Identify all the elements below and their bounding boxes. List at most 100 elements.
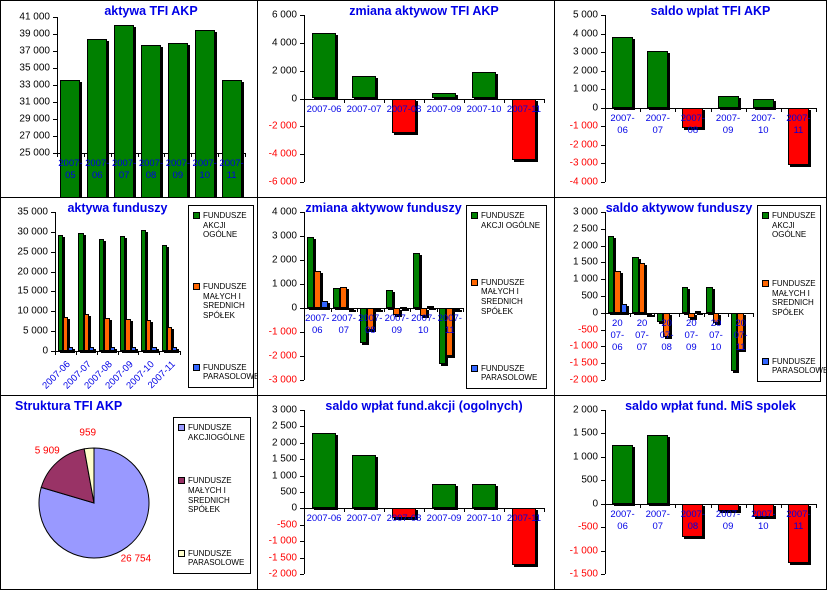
y-axis-tick — [601, 228, 605, 230]
x-axis-tick — [640, 107, 642, 112]
bar-series2-2007-09 — [694, 310, 701, 313]
y-axis-tick — [51, 331, 55, 333]
y-axis-tick — [300, 557, 304, 559]
y-axis-tick-label: 1 500 — [572, 256, 598, 268]
y-axis-tick-label: 15 000 — [17, 285, 48, 297]
y-axis-line — [304, 212, 305, 380]
y-axis-tick-label: 1 000 — [572, 273, 598, 285]
bar-series1-2007-09 — [688, 312, 695, 319]
legend-item: FUNDUSZE AKCJI OGÓLNE — [193, 211, 251, 240]
x-category-label: 20 07- 10 — [709, 317, 723, 353]
legend-label: FUNDUSZE PARASOLOWE — [481, 363, 538, 383]
x-axis-tick — [780, 503, 782, 508]
chart-title: saldo wpłat fund. MiS spolek — [625, 399, 796, 413]
y-axis-tick-label: 4 000 — [572, 28, 598, 40]
x-axis-tick — [544, 508, 545, 513]
y-axis-tick — [53, 119, 57, 120]
x-category-label: 2007- 07 — [645, 508, 670, 532]
chart-title: aktywa TFI AKP — [104, 4, 198, 18]
y-axis-tick — [601, 312, 605, 314]
bar-2007-08 — [392, 98, 416, 134]
bar-series0-2007-11 — [161, 244, 167, 351]
y-axis-tick — [51, 311, 55, 313]
bar-2007-06 — [312, 33, 336, 99]
x-axis-tick — [464, 98, 465, 103]
x-axis-tick — [675, 107, 677, 112]
y-axis-tick — [53, 17, 57, 18]
pie-slice-1 — [40, 448, 95, 504]
bar-series1-2007-10 — [712, 312, 720, 323]
chart-panel-saldo-aktywow-funduszy: saldo aktywow funduszy 3 000 2 500 2 000 1 … — [555, 198, 826, 396]
bar-2007-08 — [682, 107, 704, 129]
y-axis-tick-label: -3 000 — [569, 157, 598, 169]
x-axis-tick — [675, 503, 677, 508]
bar-series2-2007-11 — [172, 347, 178, 351]
x-category-label: 2007- 06 — [610, 508, 635, 532]
bar-series1-2007-08 — [104, 318, 110, 351]
x-axis-tick — [504, 98, 505, 103]
x-axis-tick — [640, 503, 642, 508]
y-axis-tick — [300, 574, 304, 575]
x-category-label: 2007- 09 — [165, 158, 190, 181]
legend-item: FUNDUSZE PARASOLOWE — [193, 363, 257, 382]
y-axis-tick-label: 27 000 — [19, 130, 50, 142]
legend-swatch-icon — [193, 212, 200, 219]
x-axis-tick — [75, 351, 77, 355]
y-axis-tick-label: 4 000 — [271, 37, 297, 49]
bar-series2-2007-07 — [645, 312, 652, 315]
y-axis-tick-label: -2 000 — [569, 139, 598, 151]
x-category-label: 2007-08 — [386, 513, 422, 525]
x-axis-tick — [629, 312, 631, 317]
x-axis-tick — [654, 312, 656, 317]
y-axis-tick-label: -1 500 — [569, 357, 598, 369]
x-axis-tick — [816, 107, 817, 112]
x-axis-tick — [464, 508, 465, 513]
x-axis-tick — [137, 153, 139, 157]
bar-series2-2007-06 — [620, 303, 627, 313]
chart-title: saldo wplat TFI AKP — [650, 4, 771, 18]
y-axis-tick-label: -1 000 — [569, 120, 598, 132]
x-axis-tick — [83, 153, 85, 157]
y-axis-tick-label: 1 500 — [271, 453, 297, 465]
x-axis-tick — [504, 508, 505, 513]
bar-2007-09 — [717, 96, 739, 108]
y-axis-tick — [601, 107, 605, 109]
bar-series2-2007-07 — [347, 308, 355, 310]
y-axis-tick — [300, 126, 304, 128]
x-axis-tick — [117, 351, 119, 355]
pie-value-label: 26 754 — [120, 553, 152, 565]
legend-label: FUNDUSZE AKCJIOGÓLNE — [188, 423, 245, 442]
legend-label: FUNDUSZE PARASOLOWE — [772, 356, 826, 376]
bar-2007-06 — [312, 432, 336, 509]
y-axis-tick — [601, 52, 605, 54]
y-axis-tick — [300, 475, 304, 477]
pie-value-label: 5 909 — [34, 445, 60, 457]
bar-chart-aktywa-funduszy: aktywa funduszy 35 000 30 000 25 000 20 000… — [1, 198, 257, 395]
y-axis-tick — [300, 212, 304, 213]
bar-chart-saldo-wplat-fund-akcji: saldo wpłat fund.akcji (ogolnych) 3 000 2… — [258, 396, 554, 589]
x-category-label: 2007-10 — [466, 103, 502, 115]
y-axis-tick — [300, 459, 304, 461]
y-axis-tick — [300, 541, 304, 543]
x-category-label: 2007- 09 — [384, 313, 409, 336]
y-axis-tick — [601, 550, 605, 552]
x-axis-tick — [605, 107, 606, 112]
y-axis-tick — [51, 291, 55, 293]
y-axis-tick-label: 2 000 — [271, 65, 297, 77]
y-axis-tick — [601, 503, 605, 505]
y-axis-tick-label: 2 000 — [572, 65, 598, 77]
y-axis-tick — [300, 524, 304, 526]
legend-item: FUNDUSZE MAŁYCH I SREDNICH SPÓŁEK — [762, 279, 818, 317]
bar-2007-10 — [194, 29, 215, 197]
chart-title: zmiana aktywow TFI AKP — [349, 4, 499, 18]
y-axis-tick — [51, 212, 55, 213]
bar-series2-2007-09 — [130, 347, 136, 351]
y-axis-tick-label: 2 000 — [271, 254, 297, 266]
x-axis-tick — [605, 503, 606, 508]
bar-series2-2007-07 — [88, 347, 95, 351]
chart-panel-aktywa-tfi-akp: aktywa TFI AKP 41 000 39 000 37 000 35 000 3… — [1, 1, 258, 198]
legend-swatch-icon — [762, 357, 769, 365]
x-axis-tick — [344, 508, 345, 513]
chart-legend: FUNDUSZE AKCJI OGÓLNE FUNDUSZE MAŁYCH I S… — [757, 205, 826, 382]
y-axis-tick-label: -4 000 — [268, 148, 297, 160]
